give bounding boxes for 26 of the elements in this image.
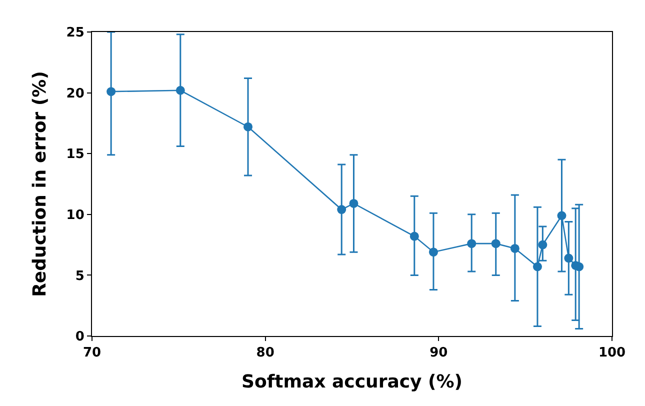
point — [467, 239, 476, 248]
point — [557, 211, 566, 220]
x-tick-label: 70 — [82, 346, 102, 361]
y-tick-label: 20 — [66, 86, 84, 102]
x-tick-label: 90 — [430, 346, 448, 361]
y-tick-label: 25 — [66, 26, 84, 41]
y-tick-label: 15 — [66, 147, 84, 162]
point — [510, 244, 520, 253]
y-tick-label: 5 — [75, 268, 84, 284]
y-axis-title: Reduction in error (%) — [30, 71, 51, 297]
point — [244, 122, 252, 132]
point — [491, 239, 500, 248]
point — [538, 240, 548, 250]
x-tick-label: 80 — [256, 346, 274, 361]
y-tick-label: 10 — [66, 208, 84, 223]
y-tick-label: 0 — [75, 330, 84, 345]
point — [176, 86, 185, 95]
x-tick-label: 100 — [598, 346, 626, 361]
x-axis-title: Softmax accuracy (%) — [241, 372, 463, 393]
point — [337, 205, 346, 214]
point — [106, 87, 116, 96]
point — [532, 262, 542, 272]
point — [564, 254, 574, 263]
point — [428, 248, 438, 257]
point — [349, 198, 358, 208]
point — [410, 232, 419, 241]
